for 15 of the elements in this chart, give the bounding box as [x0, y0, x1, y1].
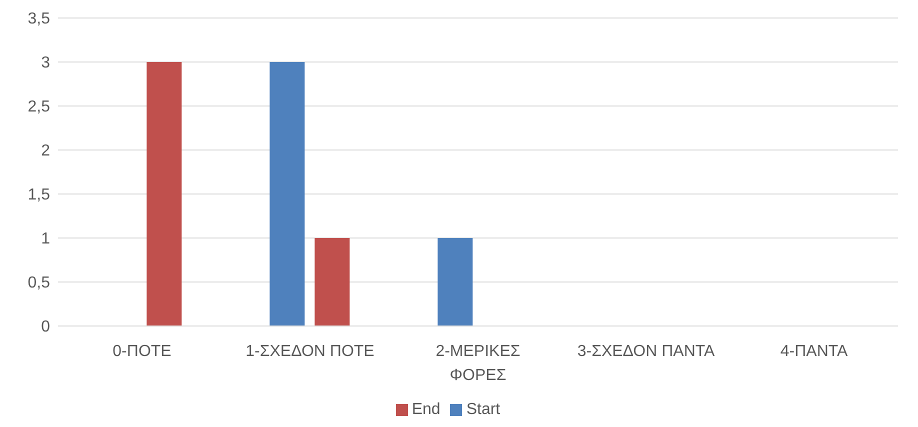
x-tick-label: 2-ΜΕΡΙΚΕΣ ΦΟΡΕΣ — [436, 343, 520, 384]
x-tick-label: 3-ΣΧΕΔΟΝ ΠΑΝΤΑ — [577, 343, 715, 360]
x-tick-label: 0-ΠΟΤΕ — [112, 343, 172, 360]
y-tick-label: 0 — [41, 318, 50, 336]
y-tick-label: 2 — [41, 142, 50, 160]
y-tick-label: 3,5 — [28, 10, 50, 28]
y-tick-label: 1 — [41, 230, 50, 248]
x-tick-label: 1-ΣΧΕΔΟΝ ΠΟΤΕ — [246, 343, 374, 360]
x-tick-label: 4-ΠΑΝΤΑ — [780, 343, 848, 360]
y-tick-label: 1,5 — [28, 186, 50, 204]
y-tick-label: 2,5 — [28, 98, 50, 116]
legend-label: Start — [466, 401, 500, 418]
y-tick-label: 0,5 — [28, 274, 50, 292]
legend-label: End — [412, 401, 440, 418]
y-tick-label: 3 — [41, 54, 50, 72]
